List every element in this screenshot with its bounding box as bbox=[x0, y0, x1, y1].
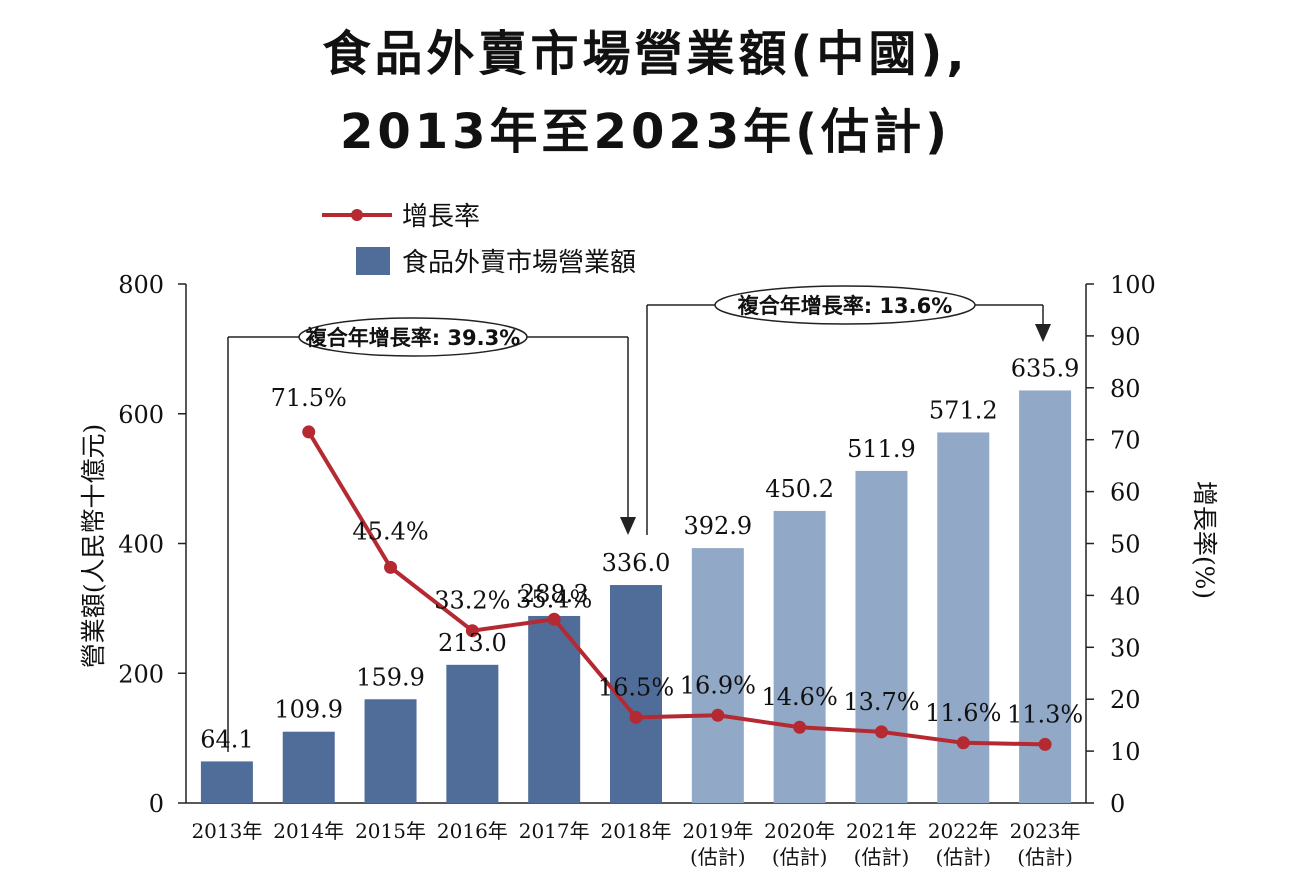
x-tick-label: 2015年 bbox=[355, 819, 426, 843]
growth-point bbox=[1038, 737, 1052, 751]
right-tick-label: 10 bbox=[1110, 738, 1141, 766]
bar bbox=[364, 699, 417, 803]
legend-label-revenue: 食品外賣市場營業額 bbox=[402, 248, 636, 278]
right-tick-label: 90 bbox=[1110, 323, 1141, 351]
bar-value-label: 450.2 bbox=[765, 475, 834, 503]
x-tick-label: 2017年 bbox=[519, 819, 590, 843]
chart-title-line1: 食品外賣市場營業額(中國), bbox=[322, 26, 969, 82]
growth-value-label: 35.4% bbox=[516, 585, 592, 613]
x-tick-label: 2021年 bbox=[846, 819, 917, 843]
bar-value-label: 64.1 bbox=[200, 725, 253, 753]
growth-value-label: 13.7% bbox=[843, 688, 919, 716]
left-tick-label: 800 bbox=[118, 271, 164, 299]
legend-line-marker bbox=[351, 209, 363, 221]
bar bbox=[528, 615, 581, 803]
growth-value-label: 11.6% bbox=[925, 699, 1001, 727]
x-tick-note: (估計) bbox=[1017, 845, 1073, 869]
legend-bar-swatch bbox=[356, 247, 390, 275]
bar-value-label: 109.9 bbox=[274, 696, 343, 724]
left-axis-title: 營業額(人民幣十億元) bbox=[79, 424, 108, 669]
cagr-2018-2023-oval bbox=[714, 285, 976, 325]
growth-point bbox=[629, 710, 643, 724]
right-tick-label: 40 bbox=[1110, 582, 1141, 610]
x-tick-label: 2022年 bbox=[928, 819, 999, 843]
right-axis-title: 增長率(%) bbox=[1190, 481, 1219, 599]
growth-line bbox=[302, 425, 1052, 751]
growth-value-label: 11.3% bbox=[1007, 700, 1083, 728]
bar bbox=[691, 548, 744, 803]
growth-line-path bbox=[307, 430, 1046, 747]
right-tick-label: 80 bbox=[1110, 375, 1141, 403]
left-tick-label: 0 bbox=[149, 790, 164, 818]
bar bbox=[446, 664, 499, 803]
axes: 0 200 400 600 800 0 10 20 30 40 50 60 70 80 90 100 營業額(人… bbox=[79, 271, 1219, 869]
cagr-annotations: 複合年增長率: 39.3% 複合年增長率: 13.6% bbox=[227, 285, 1051, 752]
legend-label-growth: 增長率 bbox=[402, 202, 480, 232]
bar-value-label: 392.9 bbox=[683, 512, 752, 540]
x-tick-label: 2018年 bbox=[601, 819, 672, 843]
growth-value-label: 16.5% bbox=[598, 673, 674, 701]
cagr-2013-2018-oval bbox=[298, 317, 528, 357]
growth-value-label: 16.9% bbox=[680, 671, 756, 699]
growth-value-label: 14.6% bbox=[762, 683, 838, 711]
right-tick-label: 30 bbox=[1110, 634, 1141, 662]
x-tick-label: 2020年 bbox=[764, 819, 835, 843]
bar bbox=[855, 470, 908, 803]
bar bbox=[200, 761, 253, 803]
bar bbox=[282, 731, 335, 803]
growth-point bbox=[302, 425, 316, 439]
bar-value-label: 511.9 bbox=[847, 435, 916, 463]
cagr-2013-2018-text: 複合年增長率: 39.3% bbox=[305, 326, 521, 350]
x-tick-label: 2023年 bbox=[1010, 819, 1081, 843]
x-tick-label: 2013年 bbox=[191, 819, 262, 843]
bar bbox=[773, 510, 826, 803]
cagr-2018-2023-arrowhead bbox=[1035, 324, 1051, 342]
x-tick-note: (估計) bbox=[690, 845, 746, 869]
right-tick-label: 20 bbox=[1110, 686, 1141, 714]
bar-value-label: 213.0 bbox=[438, 629, 507, 657]
left-tick-label: 200 bbox=[118, 660, 164, 688]
x-tick-label: 2014年 bbox=[273, 819, 344, 843]
right-tick-label: 100 bbox=[1110, 271, 1156, 299]
bar-value-label: 571.2 bbox=[929, 396, 998, 424]
bar-value-label: 288.3 bbox=[520, 580, 589, 608]
left-tick-label: 600 bbox=[118, 401, 164, 429]
growth-value-label: 33.2% bbox=[434, 587, 510, 615]
growth-point bbox=[793, 720, 807, 734]
legend: 增長率 食品外賣市場營業額 bbox=[322, 202, 636, 278]
cagr-2013-2018-arrowhead bbox=[620, 517, 636, 535]
growth-point bbox=[874, 725, 888, 739]
data-labels: 64.1 109.9 159.9 213.0 288.3 336.0 392.9 450.2 5… bbox=[200, 354, 1083, 753]
x-tick-note: (估計) bbox=[935, 845, 991, 869]
right-tick-label: 0 bbox=[1110, 790, 1125, 818]
left-tick-label: 400 bbox=[118, 531, 164, 559]
growth-point bbox=[384, 560, 398, 574]
bar bbox=[1019, 390, 1072, 803]
cagr-2018-2023-text: 複合年增長率: 13.6% bbox=[737, 294, 953, 318]
x-tick-label: 2016年 bbox=[437, 819, 508, 843]
growth-point bbox=[465, 624, 479, 638]
bar-value-label: 336.0 bbox=[602, 549, 671, 577]
right-tick-label: 70 bbox=[1110, 427, 1141, 455]
right-tick-label: 50 bbox=[1110, 531, 1141, 559]
bar-value-label: 159.9 bbox=[356, 663, 425, 691]
growth-point bbox=[711, 708, 725, 722]
x-tick-note: (估計) bbox=[854, 845, 910, 869]
x-tick-label: 2019年 bbox=[682, 819, 753, 843]
x-tick-note: (估計) bbox=[772, 845, 828, 869]
right-tick-label: 60 bbox=[1110, 479, 1141, 507]
growth-point bbox=[547, 612, 561, 626]
growth-point bbox=[956, 736, 970, 750]
growth-value-label: 71.5% bbox=[271, 384, 347, 412]
growth-value-label: 45.4% bbox=[352, 517, 428, 545]
chart-title-line2: 2013年至2023年(估計) bbox=[339, 104, 952, 160]
bar-value-label: 635.9 bbox=[1011, 354, 1080, 382]
